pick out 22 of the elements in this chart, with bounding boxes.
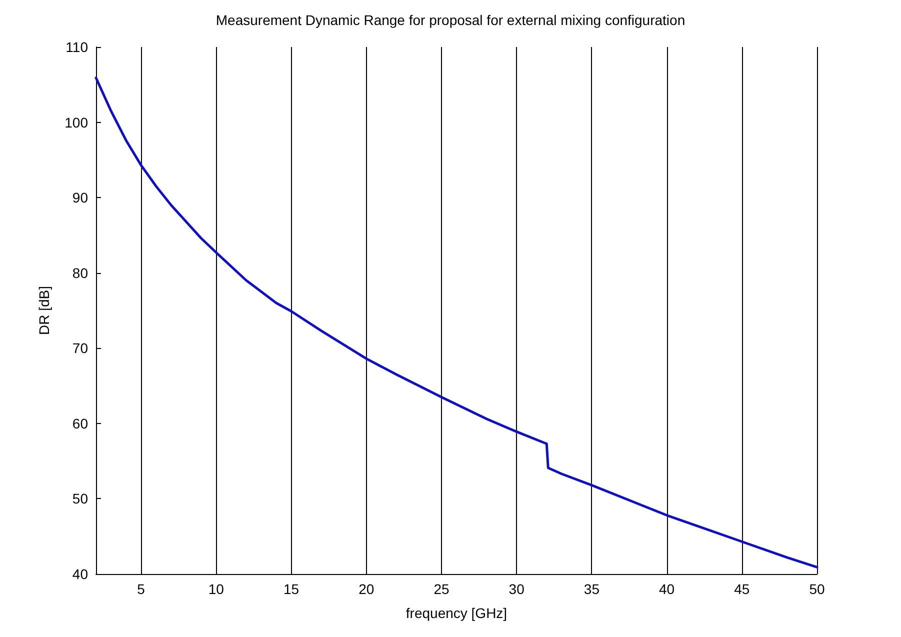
x-tick-label: 15 [283,581,300,597]
x-tick-label: 30 [508,581,525,597]
x-tick-label: 45 [734,581,750,597]
y-tick-label: 110 [66,39,88,55]
y-tick-label: 100 [64,114,88,130]
x-tick-label: 35 [584,581,600,597]
x-tick-label: 10 [208,581,224,597]
x-tick-label: 25 [434,581,450,597]
y-tick-label: 40 [72,566,88,582]
y-tick-label: 60 [72,415,88,432]
x-tick-label: 5 [137,581,146,597]
line-series [94,76,818,568]
x-tick-label: 20 [358,581,374,597]
y-tick-label: 90 [72,190,88,206]
y-tick-label: 70 [72,340,88,356]
y-axis-title: DR [dB] [36,286,52,336]
x-tick-label: 50 [809,581,825,597]
x-tick-label: 40 [659,581,675,597]
chart-title: Measurement Dynamic Range for proposal for external mixing configuration [216,12,686,28]
y-tick-label: 50 [72,490,88,507]
x-axis-title: frequency [GHz] [406,605,508,621]
y-tick-label: 80 [72,264,88,281]
